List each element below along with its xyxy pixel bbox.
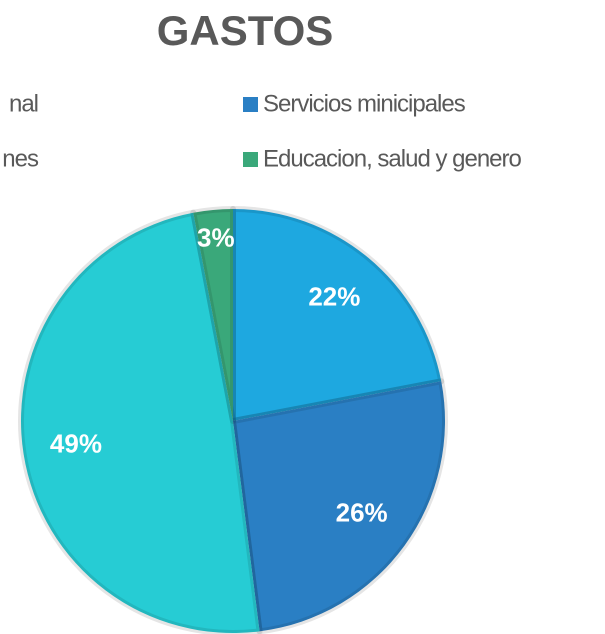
value-label: 26% <box>336 497 388 527</box>
pie-slice <box>230 378 448 634</box>
chart-title: GASTOS <box>157 7 334 54</box>
pie-slice <box>230 206 445 424</box>
pie-slice <box>190 206 236 424</box>
legend-label: nes <box>2 145 39 172</box>
value-label: 49% <box>50 429 102 459</box>
value-label: 3% <box>197 222 235 252</box>
pie-slice <box>18 209 263 634</box>
legend-swatch <box>243 152 258 167</box>
legend-swatch <box>243 97 258 112</box>
legend-label: Servicios minicipales <box>263 90 466 117</box>
value-label: 22% <box>308 281 360 311</box>
legend-label: Educacion, salud y genero <box>263 145 522 172</box>
legend-label: nal <box>9 90 38 117</box>
